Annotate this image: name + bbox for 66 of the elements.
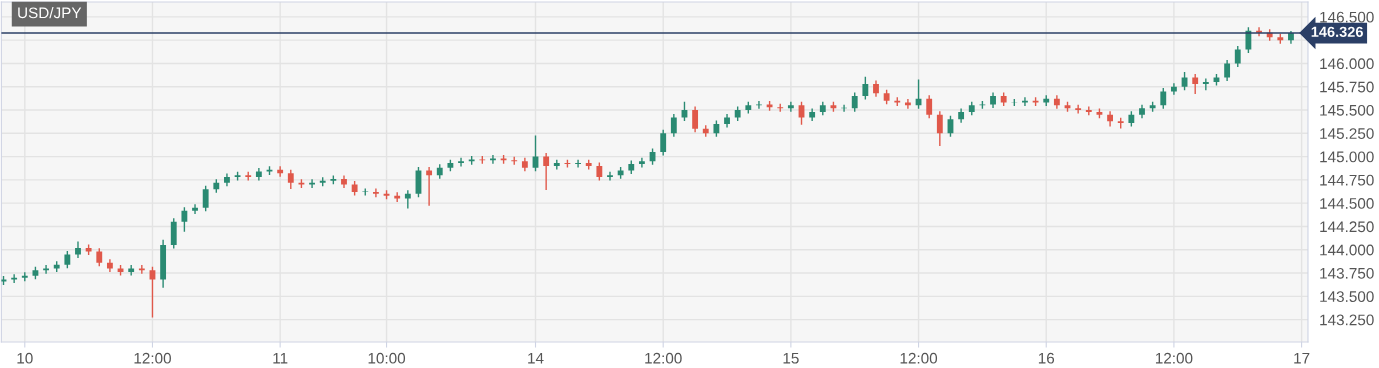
y-tick-label: 145.500 [1320,104,1374,116]
y-tick-label: 145.750 [1320,81,1374,93]
candlestick [1234,45,1241,67]
candlestick [372,188,379,198]
candlestick [75,241,81,258]
chart-title: USD/JPY [18,7,82,19]
candlestick [1202,78,1209,91]
candlestick [1053,95,1060,109]
candlestick [458,157,464,167]
candlestick [181,207,188,232]
candlestick [926,95,933,119]
candlestick [43,264,49,274]
candlestick [128,264,135,276]
candlestick [692,106,699,133]
candlestick [192,204,198,215]
y-tick-label: 145.250 [1320,128,1374,139]
y-tick-label: 144.500 [1320,198,1374,209]
y-tick-label: 146.000 [1320,58,1374,70]
candlestick [11,274,18,284]
candlestick [490,154,496,164]
x-tick-label: 11 [273,352,288,364]
candlestick [170,218,177,249]
y-tick-label: 144.750 [1320,174,1374,186]
candlestick [660,129,667,156]
candlestick [1192,73,1199,94]
x-tick-label: 10 [17,352,33,364]
candlestick [149,266,156,318]
ref-line-label: 146.326 [1311,26,1363,37]
x-tick-label: 12:00 [900,352,938,364]
candlestick [756,100,762,109]
candlestick [1224,59,1231,81]
x-tick-label: 15 [783,352,799,364]
candlestick [404,190,411,209]
candlestick [255,168,262,181]
x-tick-label: 12:00 [1155,352,1193,364]
y-tick-label: 143.250 [1320,314,1374,326]
y-tick-label: 143.500 [1320,291,1374,303]
candlestick [670,113,677,137]
candlestick [809,108,816,121]
x-tick-label: 16 [1038,352,1055,364]
candlestick [1075,104,1082,114]
candlestick [309,179,315,189]
candlestick [607,171,613,181]
x-tick-label: 10:00 [368,352,406,364]
candlestick [1107,111,1113,127]
y-tick-label: 146.500 [1320,11,1374,23]
candlestick [543,153,550,190]
candlestick [1022,97,1028,107]
x-tick-label: 14 [528,352,544,364]
candlestick [862,76,869,100]
y-tick-label: 144.250 [1320,221,1374,233]
candlestick [394,192,401,203]
candlestick [575,159,581,168]
candlestick [106,259,113,272]
y-tick-label: 143.750 [1320,267,1374,279]
y-tick-label: 144.000 [1320,244,1374,256]
y-tick-label: 145.000 [1320,151,1374,163]
x-tick-label: 12:00 [134,352,171,364]
candlestick [202,185,209,212]
x-tick-label: 17 [1294,352,1310,364]
x-tick-label: 12:00 [645,352,682,364]
candlestick [138,264,145,274]
candlestick [1160,87,1167,109]
candlestick [787,101,794,112]
candlestick [936,111,943,147]
candlestick [638,157,645,168]
